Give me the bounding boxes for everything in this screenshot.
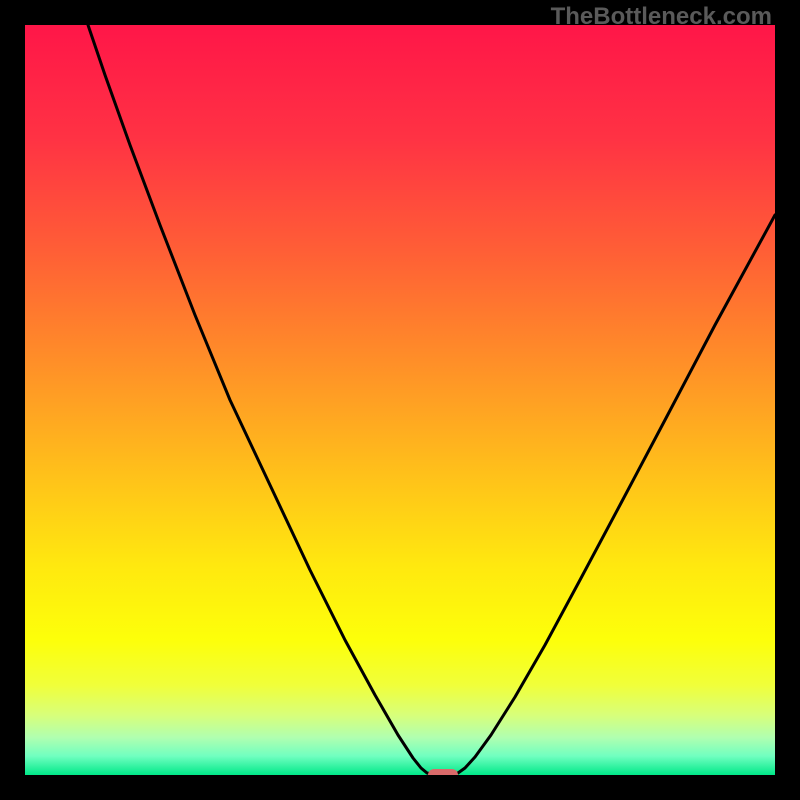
chart-container: TheBottleneck.com	[0, 0, 800, 800]
plot-area	[25, 25, 775, 775]
watermark-text: TheBottleneck.com	[551, 3, 772, 31]
chart-svg	[25, 25, 775, 775]
gradient-background	[25, 25, 775, 775]
optimal-marker	[428, 769, 458, 775]
